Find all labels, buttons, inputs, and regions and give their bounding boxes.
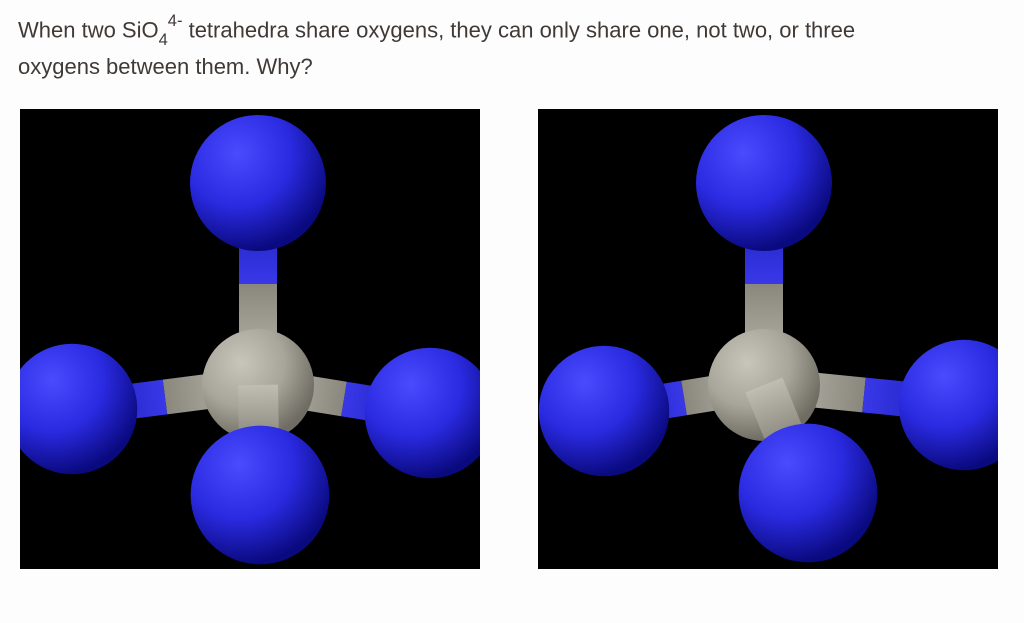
images-row: [18, 109, 1006, 569]
tetrahedron-left: [20, 109, 480, 569]
q-line2: oxygens between them. Why?: [18, 54, 313, 79]
tetrahedron-left-svg: [20, 109, 480, 569]
q-line1-prefix: When two SiO: [18, 17, 159, 42]
q-sub: 4: [159, 31, 168, 49]
tetrahedron-right-svg: [538, 109, 998, 569]
question-text: When two SiO44- tetrahedra share oxygens…: [18, 12, 1006, 83]
q-line1-suffix: tetrahedra share oxygens, they can only …: [182, 17, 855, 42]
q-sup: 4-: [168, 12, 183, 30]
tetrahedron-right: [538, 109, 998, 569]
